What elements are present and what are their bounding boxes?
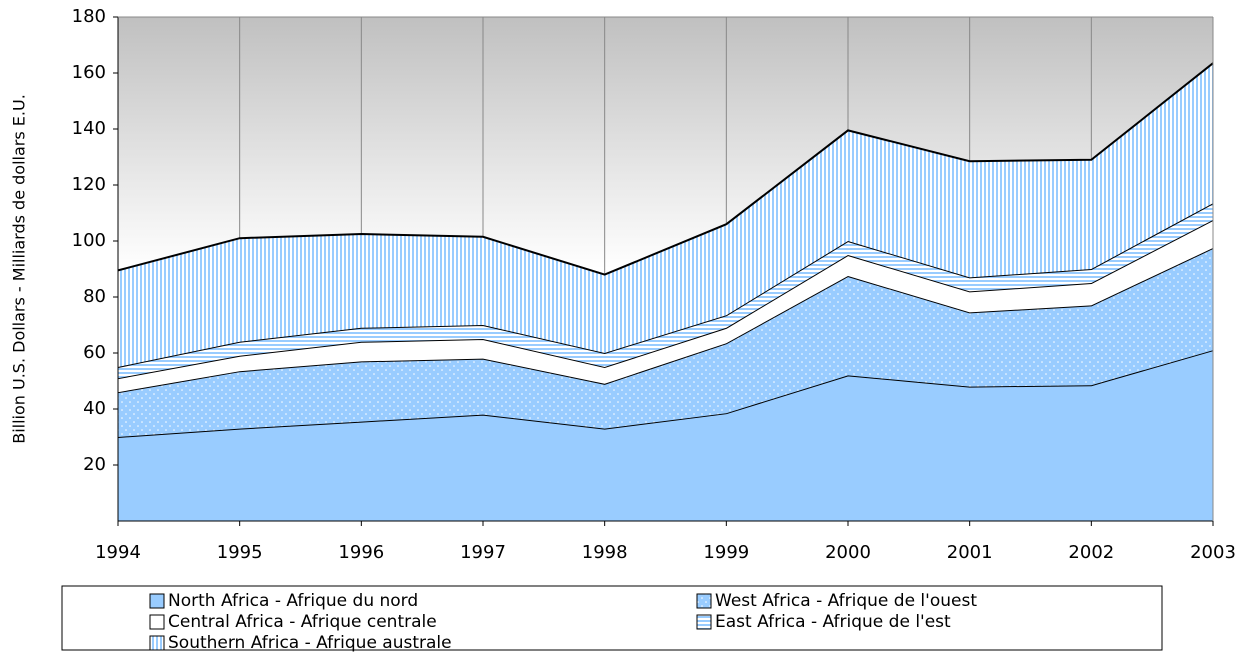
x-tick-label: 1999	[703, 542, 749, 563]
y-tick-label: 20	[83, 454, 106, 475]
y-tick-label: 80	[83, 286, 106, 307]
legend	[61, 585, 1163, 651]
y-tick-label: 120	[72, 174, 106, 195]
y-tick-label: 140	[72, 118, 106, 139]
area	[118, 220, 1213, 393]
y-tick-label: 60	[83, 342, 106, 363]
legend-swatch	[696, 614, 712, 630]
x-tick-label: 1998	[582, 542, 628, 563]
y-tick-label: 100	[72, 230, 106, 251]
legend-label: East Africa - Afrique de l'est	[715, 612, 951, 632]
y-axis-label: Billion U.S. Dollars - Milliards de doll…	[10, 94, 29, 444]
legend-label: West Africa - Afrique de l'ouest	[715, 591, 977, 611]
x-tick-label: 2003	[1190, 542, 1236, 563]
legend-swatch	[149, 635, 165, 651]
x-tick-label: 2001	[947, 542, 993, 563]
area	[118, 248, 1213, 437]
x-tick-label: 1997	[460, 542, 506, 563]
legend-swatch	[149, 593, 165, 609]
y-tick-label: 160	[72, 62, 106, 83]
legend-label: Central Africa - Afrique centrale	[168, 612, 437, 632]
x-tick-label: 2002	[1068, 542, 1114, 563]
legend-swatch	[696, 593, 712, 609]
legend-label: Southern Africa - Afrique australe	[168, 633, 452, 653]
area	[118, 203, 1213, 379]
legend-label: North Africa - Afrique du nord	[168, 591, 418, 611]
x-tick-label: 1995	[217, 542, 263, 563]
area-edge	[117, 62, 1214, 276]
area	[118, 63, 1213, 367]
area	[118, 350, 1213, 521]
x-tick-label: 2000	[825, 542, 871, 563]
x-tick-label: 1996	[338, 542, 384, 563]
legend-swatch	[149, 614, 165, 630]
x-tick-label: 1994	[95, 542, 141, 563]
y-tick-label: 40	[83, 398, 106, 419]
y-tick-label: 180	[72, 6, 106, 27]
